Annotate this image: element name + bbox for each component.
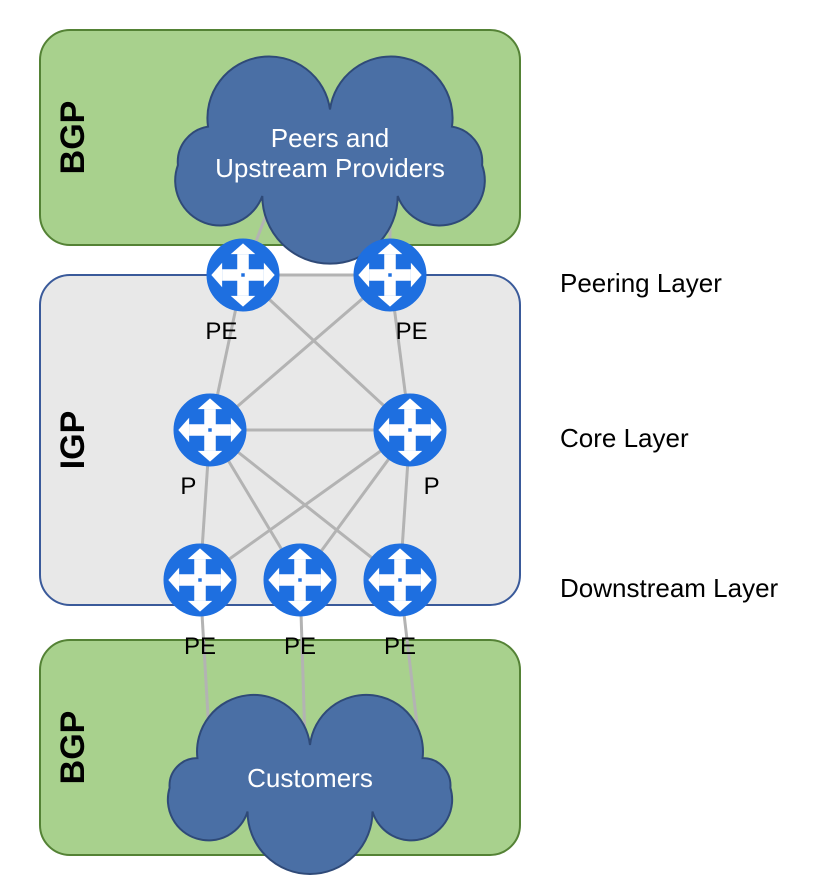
network-diagram: BGP BGP IGP Peers andUpstream Providers Cust… (0, 0, 813, 881)
router-label-pe_b_right: PE (384, 633, 416, 660)
router-label-pe_b_left: PE (184, 633, 216, 660)
cloud-label-peers-0: Peers and (271, 123, 390, 153)
igp-label: IGP (54, 411, 92, 470)
router-pe_b_right (364, 544, 436, 616)
bgp-bottom-label: BGP (54, 711, 92, 785)
router-pe_t_left (207, 239, 279, 311)
router-pe_b_mid (264, 544, 336, 616)
layer-label-0: Peering Layer (560, 268, 722, 298)
cloud-label-customers-0: Customers (247, 763, 373, 793)
cloud-label-peers-1: Upstream Providers (215, 153, 445, 183)
router-label-pe_t_left: PE (205, 318, 237, 345)
bgp-top-label: BGP (54, 101, 92, 175)
router-pe_b_left (164, 544, 236, 616)
layer-label-2: Downstream Layer (560, 573, 779, 603)
router-pe_t_right (354, 239, 426, 311)
router-label-p_right: P (424, 473, 440, 500)
router-p_right (374, 394, 446, 466)
layer-label-1: Core Layer (560, 423, 689, 453)
router-label-pe_b_mid: PE (284, 633, 316, 660)
router-p_left (174, 394, 246, 466)
router-label-p_left: P (180, 473, 196, 500)
router-label-pe_t_right: PE (396, 318, 428, 345)
